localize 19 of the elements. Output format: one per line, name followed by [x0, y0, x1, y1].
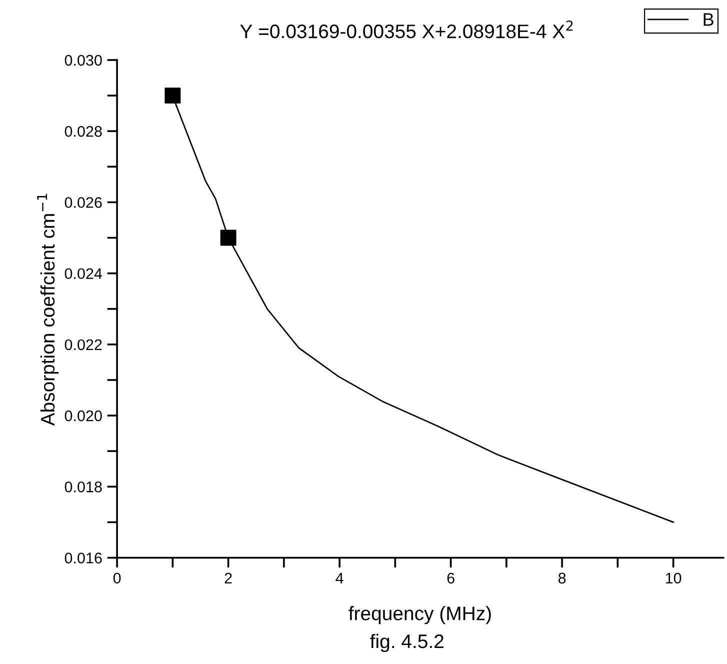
y-tick-label: 0.028 — [64, 126, 102, 137]
caption: fig. 4.5.2 — [370, 634, 444, 652]
x-tick-label: 6 — [447, 572, 454, 584]
x-tick-label: 10 — [666, 572, 682, 584]
text: Y =0.03169-0.00355 X+2.08918E-4 X$^{2}$ — [240, 20, 573, 38]
y-tick-label: 0.030 — [64, 54, 102, 66]
legend-label: B — [704, 13, 714, 26]
x-tick-label: 8 — [558, 572, 566, 584]
y-tick-label: 0.020 — [64, 410, 102, 422]
y-tick-label: 0.024 — [64, 268, 102, 280]
y-axis-title: Absorption coeffcient cm$^{−1}$ — [37, 194, 58, 426]
x-tick-label: 4 — [336, 572, 344, 584]
y-tick-label: 0.026 — [64, 197, 102, 208]
x-tick-label: 0 — [113, 572, 121, 584]
y-tick-label: 0.022 — [64, 339, 102, 350]
x-axis-title: frequency (MHz) — [348, 606, 491, 624]
x-tick-label: 2 — [224, 572, 232, 584]
y-tick-label: 0.018 — [64, 482, 102, 492]
y-tick-label: 0.016 — [64, 552, 102, 564]
